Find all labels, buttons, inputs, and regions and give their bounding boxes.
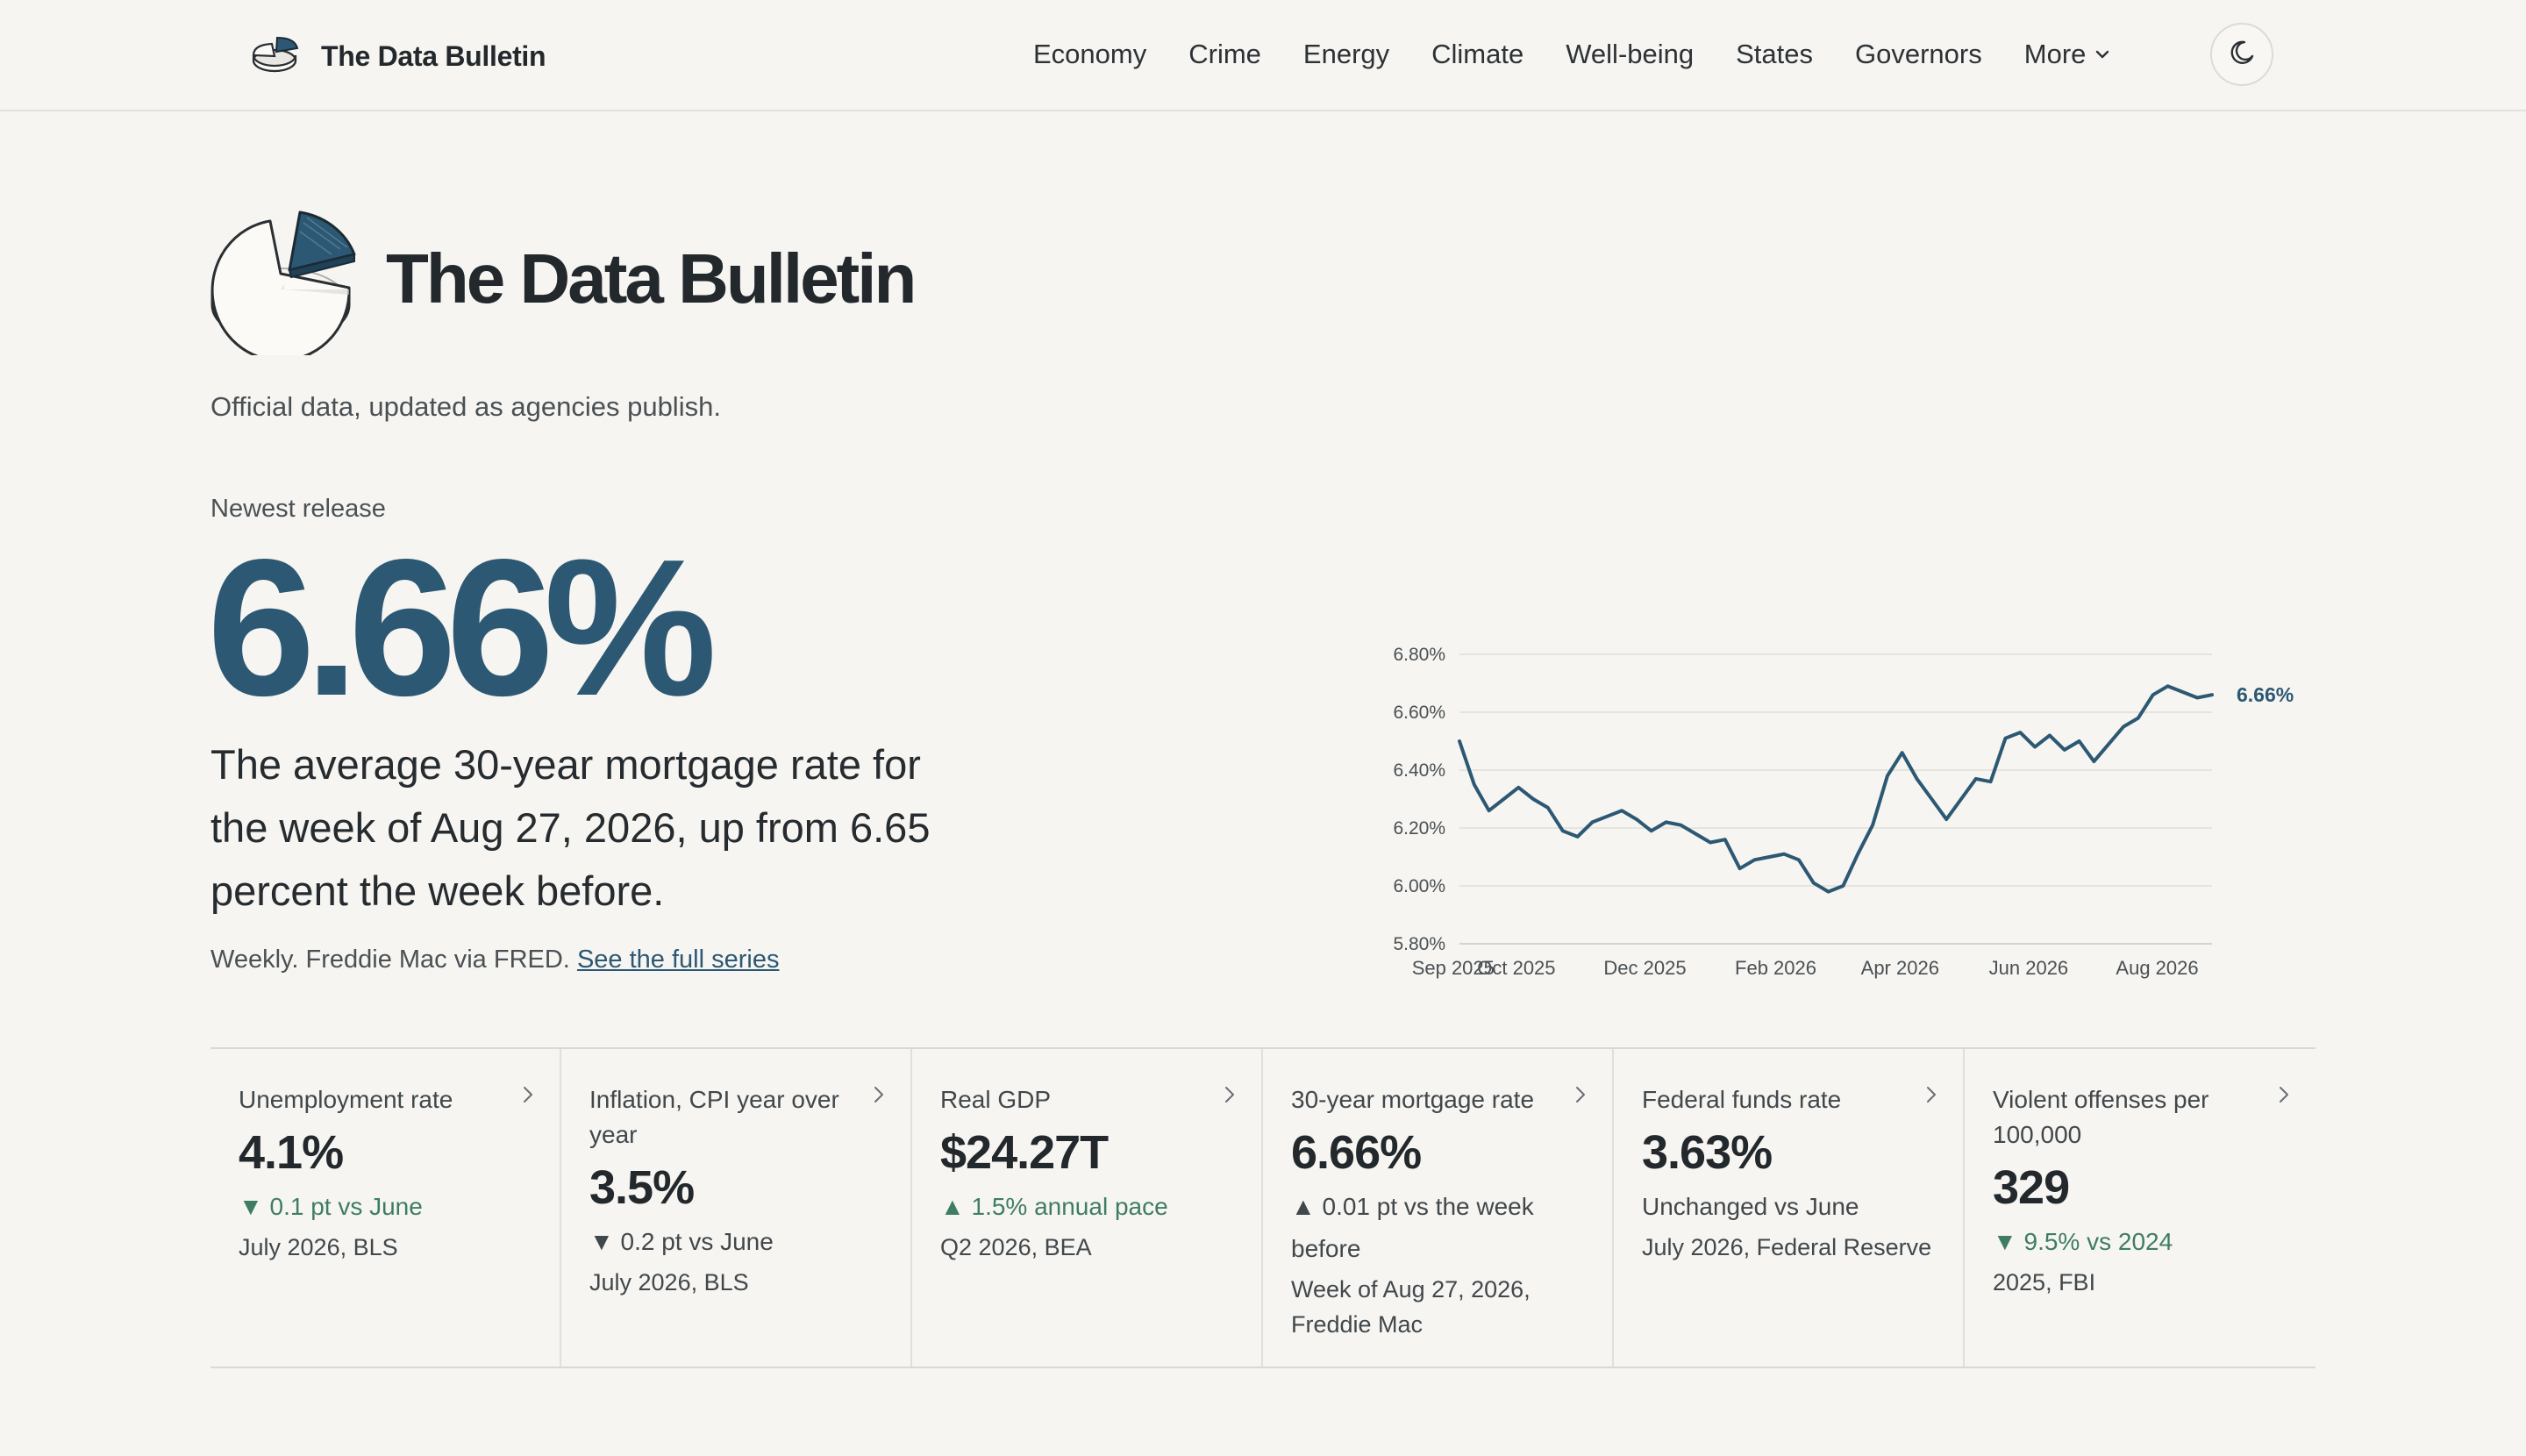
stat-card-source: July 2026, BLS <box>589 1269 749 1295</box>
see-full-series-link[interactable]: See the full series <box>576 946 780 974</box>
source-text: Weekly. Freddie Mac via FRED. <box>210 946 570 974</box>
x-tick-label: Dec 2025 <box>1603 957 1686 979</box>
tagline: Official data, updated as agencies publi… <box>210 391 721 422</box>
stat-card-value: 6.66% <box>1291 1126 1422 1179</box>
chevron-right-icon <box>521 1084 535 1105</box>
nav-item-climate[interactable]: Climate <box>1431 39 1524 69</box>
x-tick-label: Jun 2026 <box>1989 957 2069 979</box>
stat-card-change: ▼ 9.5% vs 2024 <box>1993 1228 2173 1255</box>
stat-card-value: 329 <box>1993 1161 2070 1214</box>
chevron-down-icon <box>2093 47 2112 61</box>
stat-card[interactable]: 30-year mortgage rate 6.66% ▲ 0.01 pt vs t… <box>1263 1049 1614 1367</box>
chevron-right-icon <box>1573 1084 1588 1105</box>
moon-icon <box>2228 39 2256 71</box>
stat-card-change: ▼ 0.2 pt vs June <box>589 1228 774 1255</box>
stat-card-source: July 2026, BLS <box>239 1234 398 1260</box>
dark-mode-toggle-button[interactable] <box>2210 23 2273 86</box>
stat-card[interactable]: Violent offenses per 100,000 329 ▼ 9.5% vs… <box>1965 1049 2316 1367</box>
x-tick-label: Sep 2025 <box>1412 957 1495 979</box>
stat-card[interactable]: Unemployment rate 4.1% ▼ 0.1 pt vs June Jul… <box>210 1049 561 1367</box>
chevron-right-icon <box>872 1084 886 1105</box>
stat-card-label: Real GDP <box>940 1086 1052 1113</box>
stat-card-change: ▼ 0.1 pt vs June <box>239 1193 423 1220</box>
y-tick-label: 6.00% <box>1393 876 1445 896</box>
nav-item-well-being[interactable]: Well-being <box>1566 39 1695 69</box>
y-tick-label: 5.80% <box>1393 934 1445 954</box>
series-line <box>1458 684 2214 894</box>
latest-value-label: 6.66% <box>2237 683 2294 706</box>
top-navigation-bar: The Data Bulletin Economy Crime Energy C… <box>0 0 2526 111</box>
brand-name: The Data Bulletin <box>321 39 546 72</box>
stat-card-label: 30-year mortgage rate <box>1291 1086 1535 1113</box>
headline-value: 6.66% <box>207 519 717 737</box>
x-tick-label: Feb 2026 <box>1735 957 1816 979</box>
main-nav: Economy Crime Energy Climate Well-being … <box>1033 32 2112 77</box>
headline-description: The average 30-year mortgage rate for th… <box>210 741 931 914</box>
y-tick-label: 6.80% <box>1393 645 1445 665</box>
stat-card-change: Unchanged vs June <box>1642 1193 1859 1220</box>
chevron-right-icon <box>1924 1084 1938 1105</box>
nav-item-states[interactable]: States <box>1736 39 1814 69</box>
x-tick-label: Aug 2026 <box>2116 957 2198 979</box>
stat-card-source: Q2 2026, BEA <box>940 1234 1092 1260</box>
y-tick-label: 6.40% <box>1393 760 1445 781</box>
nav-item-governors[interactable]: Governors <box>1855 39 1982 69</box>
stat-card-value: $24.27T <box>940 1126 1109 1179</box>
stat-card-source: 2025, FBI <box>1993 1269 2096 1295</box>
stat-card[interactable]: Federal funds rate 3.63% Unchanged vs June… <box>1614 1049 1965 1367</box>
x-tick-label: Apr 2026 <box>1861 957 1939 979</box>
x-tick-label: Oct 2025 <box>1477 957 1555 979</box>
chevron-right-icon <box>1223 1084 1237 1105</box>
pie-chart-hero-logo-icon <box>209 211 358 362</box>
nav-item-energy[interactable]: Energy <box>1302 39 1390 69</box>
stat-card-label: Federal funds rate <box>1642 1086 1842 1113</box>
stat-card[interactable]: Inflation, CPI year over year 3.5% ▼ 0.2 p… <box>561 1049 912 1367</box>
stat-card-source: July 2026, Federal Reserve <box>1642 1234 1932 1260</box>
headline-source: Weekly. Freddie Mac via FRED. See the fu… <box>210 946 779 974</box>
brand-home-link[interactable]: The Data Bulletin <box>251 33 546 79</box>
stat-card-change: ▲ 0.01 pt vs the week before <box>1291 1193 1534 1262</box>
chevron-right-icon <box>2277 1084 2291 1105</box>
stat-card-source: Week of Aug 27, 2026, Freddie Mac <box>1291 1276 1531 1338</box>
nav-item-crime[interactable]: Crime <box>1188 39 1261 69</box>
newest-release-label: Newest release <box>210 495 386 523</box>
y-tick-label: 6.60% <box>1393 703 1445 723</box>
stat-card-label: Unemployment rate <box>239 1086 453 1113</box>
stat-card-value: 3.63% <box>1642 1126 1773 1179</box>
y-tick-label: 6.20% <box>1393 818 1445 839</box>
stat-card-change: ▲ 1.5% annual pace <box>940 1193 1168 1220</box>
stat-card-label: Violent offenses per 100,000 <box>1993 1086 2209 1148</box>
mortgage-rate-line-chart: 5.80% 6.00% 6.20% 6.40% 6.60% 6.80% Sep 2025Oc… <box>1393 645 2294 979</box>
page-title: The Data Bulletin <box>386 239 917 318</box>
stat-card-value: 4.1% <box>239 1126 344 1179</box>
pie-chart-logo-icon <box>251 32 302 81</box>
stat-card[interactable]: Real GDP $24.27T ▲ 1.5% annual pace Q2 2026… <box>912 1049 1263 1367</box>
stat-cards: Unemployment rate 4.1% ▼ 0.1 pt vs June Jul… <box>210 1047 2316 1368</box>
nav-more-menu[interactable]: More <box>2024 39 2113 70</box>
stat-card-label: Inflation, CPI year over year <box>589 1086 839 1148</box>
nav-more-label: More <box>2023 39 2087 69</box>
nav-item-economy[interactable]: Economy <box>1033 39 1147 69</box>
stat-card-value: 3.5% <box>589 1161 695 1214</box>
